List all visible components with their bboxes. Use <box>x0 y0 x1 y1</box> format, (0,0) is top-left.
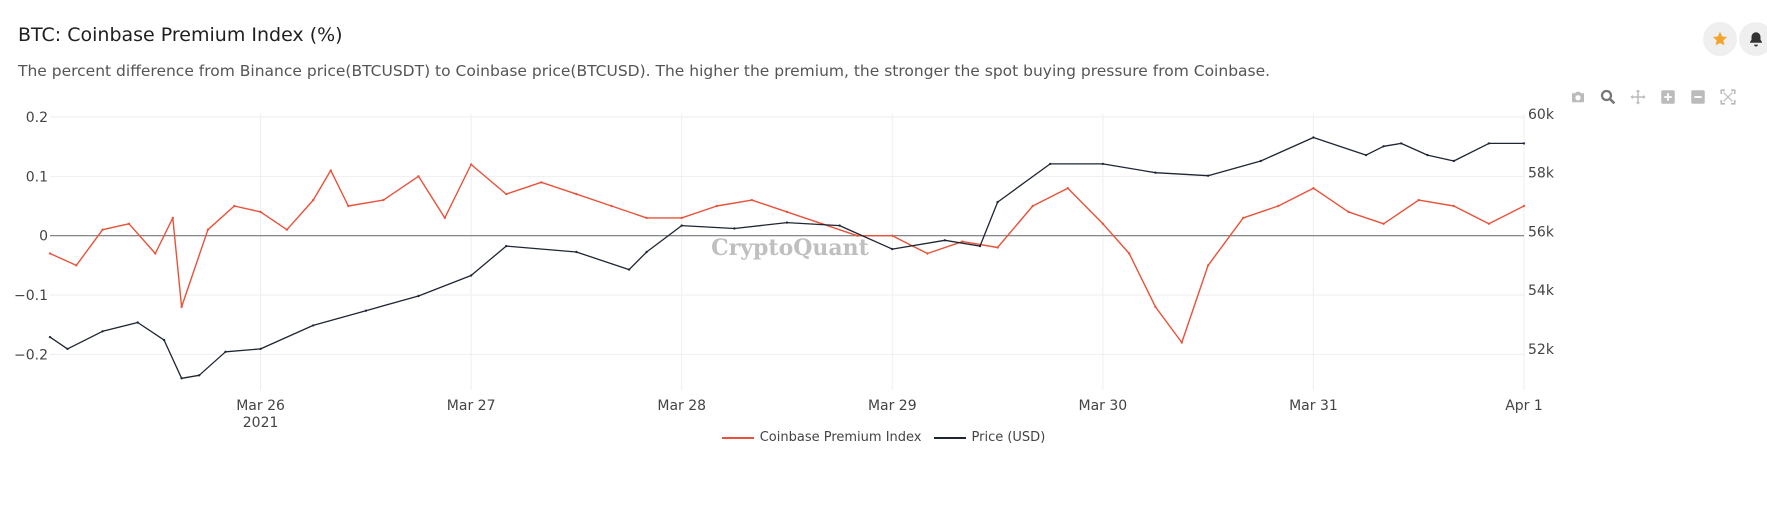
data-point-premium <box>75 264 78 267</box>
legend-swatch-price <box>933 436 966 439</box>
y-left-tick-label: −0.2 <box>14 347 48 363</box>
chart-title: BTC: Coinbase Premium Index (%) <box>18 24 343 46</box>
data-point-premium <box>996 246 999 249</box>
y-right-tick-label: 58k <box>1528 166 1555 182</box>
data-point-premium <box>926 252 929 255</box>
data-point-premium <box>285 228 289 231</box>
data-point-premium <box>715 204 718 208</box>
data-point-premium <box>645 216 648 220</box>
data-point-premium <box>680 216 683 220</box>
data-point-premium <box>154 252 157 255</box>
autoscale-icon <box>1720 89 1736 105</box>
watermark-text: CryptoQuant <box>711 235 870 261</box>
data-point-premium <box>1312 187 1315 190</box>
zoom-in-icon <box>1661 90 1675 104</box>
x-tick-label: Mar 26 <box>236 398 285 414</box>
data-point-premium <box>417 175 420 178</box>
x-tick-label: Mar 27 <box>447 398 496 414</box>
legend-label-price: Price (USD) <box>971 430 1046 445</box>
premium-price-chart: CryptoQuant 0.2 0.1 0 −0.1 −0.2 60k 58k 56k 54k… <box>14 107 1555 431</box>
alert-button[interactable] <box>1739 22 1767 56</box>
x-tick-label: Mar 28 <box>657 398 706 414</box>
y-right-tick-label: 52k <box>1528 342 1555 358</box>
legend-item-price[interactable]: Price (USD) <box>933 430 1046 445</box>
data-point-premium <box>1277 204 1280 208</box>
zoom-in-button[interactable] <box>1657 86 1679 108</box>
data-point-premium <box>1242 216 1245 220</box>
data-point-premium <box>1347 210 1350 214</box>
pan-button[interactable] <box>1627 86 1649 108</box>
data-point-premium <box>505 192 508 196</box>
y-left-tick-label: 0.1 <box>26 169 48 185</box>
data-point-premium <box>1128 252 1131 255</box>
data-point-premium <box>750 198 754 202</box>
autoscale-button[interactable] <box>1717 86 1739 108</box>
data-point-premium <box>443 216 446 220</box>
data-point-premium <box>1382 222 1385 225</box>
x-tick-label: Mar 30 <box>1079 398 1128 414</box>
data-point-premium <box>1522 204 1526 208</box>
data-point-premium <box>1101 222 1105 225</box>
data-point-premium <box>312 198 315 202</box>
data-point-premium <box>540 181 543 184</box>
data-point-premium <box>382 198 385 202</box>
data-point-premium <box>180 305 183 309</box>
data-point-premium <box>347 204 350 208</box>
x-tick-label: Mar 31 <box>1289 398 1338 414</box>
data-point-premium <box>259 210 262 214</box>
data-point-premium <box>233 204 236 208</box>
chart-grid <box>50 114 1525 390</box>
y-left-tick-label: 0 <box>39 229 48 245</box>
star-icon <box>1712 31 1728 46</box>
data-point-premium <box>575 192 578 196</box>
legend-swatch-premium <box>721 436 754 439</box>
legend-label-premium: Coinbase Premium Index <box>759 430 922 445</box>
chart-modebar <box>1567 86 1739 108</box>
pan-icon <box>1630 89 1646 105</box>
data-point-premium <box>1206 264 1210 267</box>
download-plot-button[interactable] <box>1567 86 1589 108</box>
y-left-tick-label: 0.2 <box>26 110 48 126</box>
zoom-icon <box>1600 89 1616 105</box>
zoom-button[interactable] <box>1597 86 1619 108</box>
data-point-premium <box>48 252 52 255</box>
bell-icon <box>1750 32 1762 47</box>
zoom-out-button[interactable] <box>1687 86 1709 108</box>
data-point-premium <box>101 228 104 231</box>
data-point-premium <box>1452 204 1456 208</box>
data-point-premium <box>206 228 210 231</box>
data-point-premium <box>856 234 859 237</box>
data-point-premium <box>891 234 894 237</box>
data-point-premium <box>1066 187 1070 190</box>
y-right-tick-label: 60k <box>1528 107 1555 123</box>
x-year-label: 2021 <box>243 415 279 431</box>
data-point-premium <box>469 163 473 166</box>
zoom-out-icon <box>1691 90 1705 104</box>
data-point-premium <box>1154 305 1157 309</box>
data-point-premium <box>1487 222 1491 225</box>
chart-description: The percent difference from Binance pric… <box>18 62 1271 80</box>
data-point-premium <box>1180 341 1184 344</box>
data-point-premium <box>1031 204 1034 208</box>
legend-item-premium[interactable]: Coinbase Premium Index <box>721 430 922 445</box>
x-tick-label: Mar 29 <box>868 398 917 414</box>
series-line-price <box>49 136 1524 379</box>
favorite-button[interactable] <box>1703 22 1737 56</box>
data-point-premium <box>329 169 332 172</box>
camera-icon <box>1572 91 1584 103</box>
x-tick-label: Apr 1 <box>1505 398 1543 414</box>
data-point-premium <box>961 240 964 243</box>
data-point-premium <box>785 210 789 214</box>
data-point-premium <box>171 216 174 220</box>
data-point-premium <box>1417 198 1420 202</box>
y-right-tick-label: 54k <box>1528 283 1555 299</box>
y-right-tick-label: 56k <box>1528 224 1555 240</box>
y-left-tick-label: −0.1 <box>14 288 48 304</box>
data-point-premium <box>610 204 613 208</box>
chart-legend: Coinbase Premium Index Price (USD) <box>0 430 1767 445</box>
data-point-premium <box>127 222 131 225</box>
